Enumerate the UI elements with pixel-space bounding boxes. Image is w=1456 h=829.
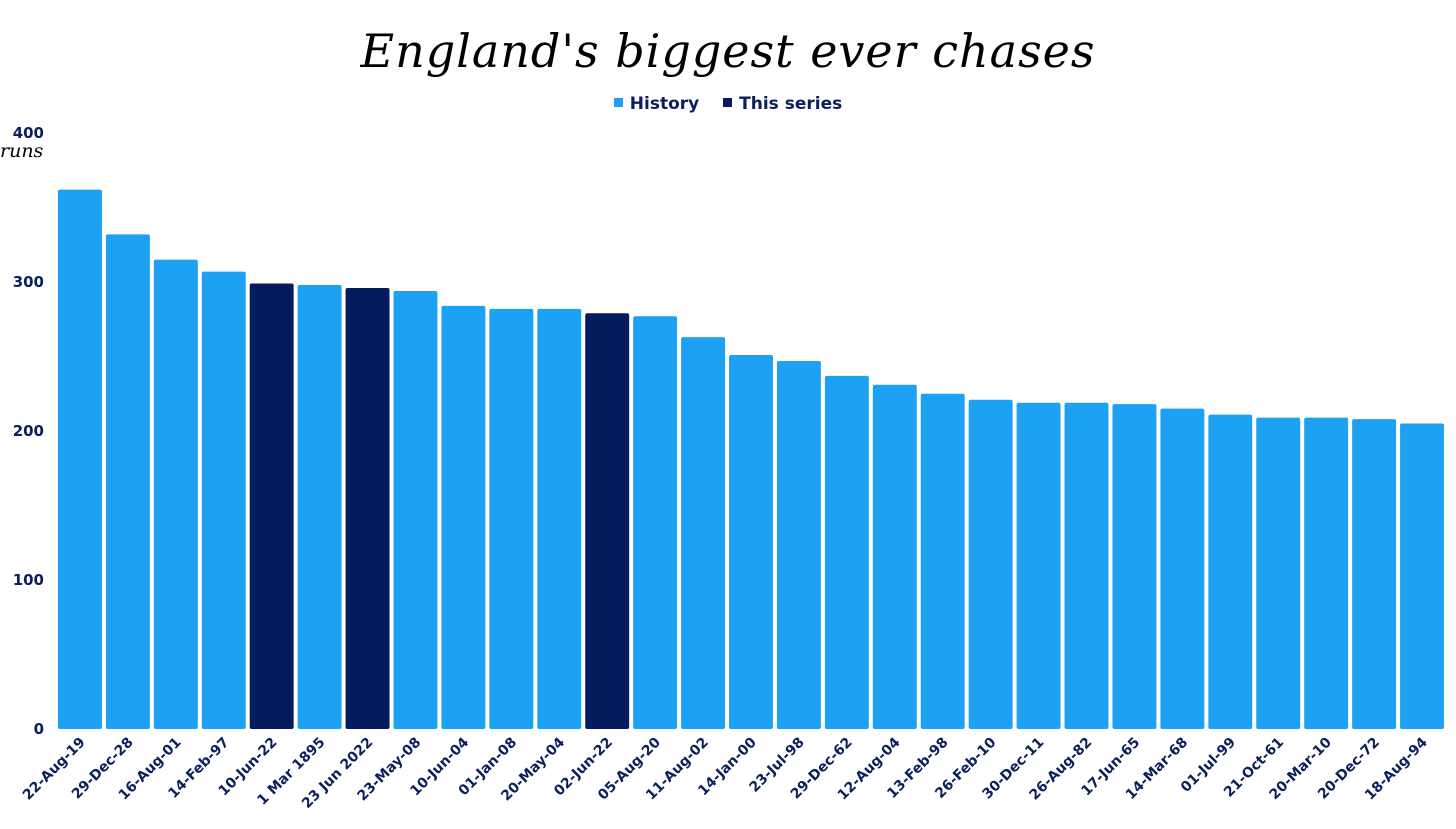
bar[interactable] xyxy=(633,316,678,729)
bar[interactable] xyxy=(249,283,294,729)
chart-title: England's biggest ever chases xyxy=(360,24,1096,78)
bar[interactable] xyxy=(1352,419,1397,729)
bar[interactable] xyxy=(729,355,773,729)
y-tick-label: 300 xyxy=(13,273,44,291)
bar[interactable] xyxy=(1016,402,1061,729)
bar[interactable] xyxy=(441,305,486,729)
bar[interactable] xyxy=(1064,402,1109,729)
bar[interactable] xyxy=(681,337,726,729)
bar[interactable] xyxy=(345,287,390,729)
bar[interactable] xyxy=(1400,423,1444,729)
y-axis-label: runs xyxy=(0,140,44,162)
bar[interactable] xyxy=(537,308,582,729)
bar[interactable] xyxy=(1304,417,1349,729)
bar[interactable] xyxy=(776,360,821,729)
bar[interactable] xyxy=(153,259,198,729)
legend-swatch-this-series xyxy=(723,98,733,107)
bar[interactable] xyxy=(1208,414,1253,729)
bar[interactable] xyxy=(920,393,965,729)
bar[interactable] xyxy=(105,234,150,729)
bar[interactable] xyxy=(1160,408,1205,729)
bar[interactable] xyxy=(58,189,102,729)
y-tick-label: 100 xyxy=(13,571,44,589)
bar[interactable] xyxy=(968,399,1013,729)
bar[interactable] xyxy=(1112,404,1157,729)
y-tick-label: 400 xyxy=(13,124,44,142)
legend-item-this-series[interactable]: This series xyxy=(723,94,842,114)
legend-item-history[interactable]: History xyxy=(613,94,700,114)
legend-swatch-history xyxy=(613,98,623,107)
legend: History This series xyxy=(0,94,1456,114)
legend-label-this-series: This series xyxy=(739,94,843,114)
legend-label-history: History xyxy=(629,94,700,114)
y-tick-label: 200 xyxy=(13,422,44,440)
bar[interactable] xyxy=(872,384,917,729)
bar[interactable] xyxy=(297,284,342,729)
bar[interactable] xyxy=(585,313,630,729)
y-tick-label: 0 xyxy=(34,720,44,738)
bar[interactable] xyxy=(201,271,246,729)
bar[interactable] xyxy=(1256,417,1301,729)
bar[interactable] xyxy=(489,308,534,729)
bar[interactable] xyxy=(824,375,869,729)
bar[interactable] xyxy=(393,290,438,729)
